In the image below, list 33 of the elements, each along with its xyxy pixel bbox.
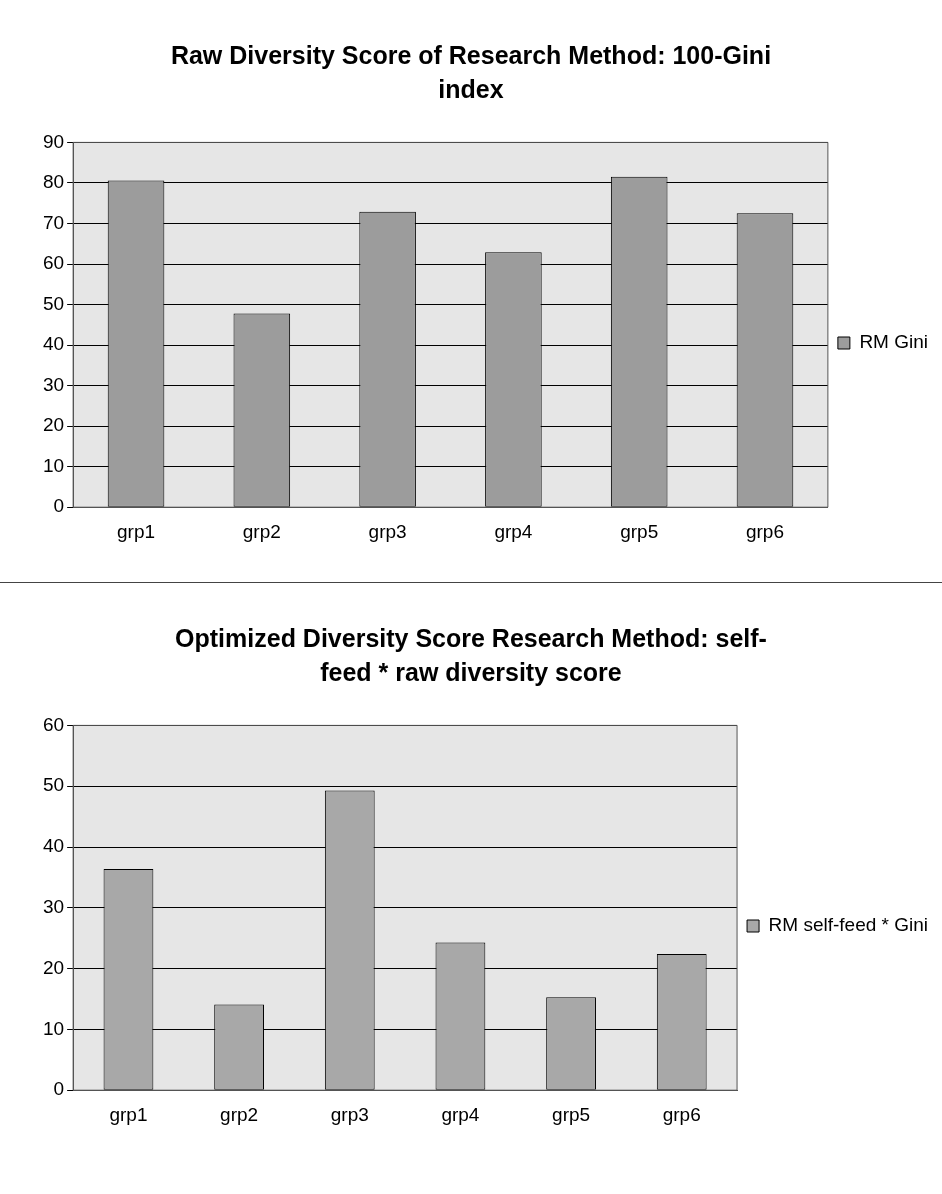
y-tick-label: 20 [42,414,65,436]
x-tick-label: grp3 [330,1103,369,1125]
y-tick-label: 0 [53,495,65,517]
x-tick-label: grp6 [745,520,784,542]
y-tick-label: 50 [42,292,65,314]
y-tick-label: 10 [42,1017,65,1039]
chart-title: Raw Diversity Score of Research Method: 100-Gini index [169,40,773,105]
y-tick-label: 30 [42,896,65,918]
y-tick-label: 20 [42,956,65,978]
chart-title: Optimized Diversity Score Research Method: self-feed * raw diversity score [174,623,768,688]
legend-label: RM Gini [859,331,929,353]
x-tick-label: grp4 [494,520,533,542]
y-tick-label: 10 [42,454,65,476]
y-tick-label: 80 [42,171,65,193]
x-tick-label: grp4 [441,1103,480,1125]
y-tick-label: 60 [42,713,65,735]
y-tick-label: 60 [42,252,65,274]
x-tick-label: grp2 [242,520,281,542]
y-tick-label: 40 [42,333,65,355]
x-tick-label: grp1 [117,520,156,542]
y-tick-label: 30 [42,373,65,395]
y-tick-label: 0 [53,1078,65,1100]
y-tick-label: 90 [42,130,65,152]
y-tick-label: 40 [42,835,65,857]
legend-label: RM self-feed * Gini [768,914,929,936]
y-tick-label: 50 [42,774,65,796]
x-tick-label: grp5 [552,1103,591,1125]
x-tick-label: grp3 [368,520,407,542]
x-tick-label: grp5 [620,520,659,542]
x-tick-label: grp2 [220,1103,259,1125]
y-tick-label: 70 [42,211,65,233]
x-tick-label: grp6 [662,1103,701,1125]
x-tick-label: grp1 [109,1103,148,1125]
